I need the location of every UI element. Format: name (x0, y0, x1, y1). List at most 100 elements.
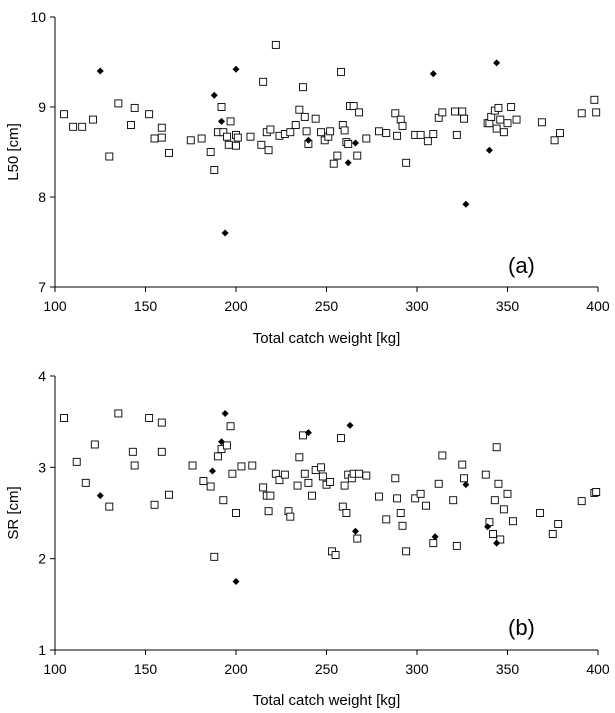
data-point-square (60, 110, 68, 119)
data-point-square (165, 490, 173, 499)
data-point-square (411, 494, 420, 503)
data-point-square (304, 478, 313, 487)
x-tick-label: 100 (43, 298, 67, 314)
data-point-square (340, 126, 349, 135)
data-point-square (264, 146, 273, 155)
data-point-square (157, 418, 166, 427)
data-point-square (257, 140, 266, 149)
data-point-square (326, 127, 335, 136)
data-point-square (337, 67, 345, 76)
data-point-square (311, 114, 320, 123)
data-point-diamond (232, 578, 240, 585)
data-point-square (130, 103, 139, 112)
data-point-square (490, 496, 499, 505)
data-point-square (317, 128, 326, 137)
data-point-square (481, 470, 490, 479)
data-point-square (246, 132, 255, 141)
data-point-square (329, 159, 338, 168)
data-point-square (300, 112, 309, 121)
data-point-square (422, 501, 430, 510)
data-point-square (402, 547, 411, 556)
data-point-square (503, 489, 512, 498)
data-point-square (232, 509, 240, 517)
data-point-square (577, 109, 586, 118)
data-point-square (72, 457, 81, 466)
data-point-square (375, 492, 383, 501)
data-point-diamond (221, 409, 229, 417)
data-point-square (362, 134, 371, 143)
data-point-diamond (493, 59, 501, 67)
data-point-square (331, 551, 340, 559)
y-tick-label: 4 (38, 368, 46, 384)
data-point-diamond (351, 139, 359, 147)
y-tick-label: 3 (38, 459, 46, 475)
data-point-square (393, 494, 402, 503)
data-point-diamond (462, 481, 470, 489)
data-point-diamond (429, 70, 437, 78)
data-point-square (507, 103, 516, 111)
data-point-diamond (210, 91, 218, 99)
data-point-square (396, 509, 405, 517)
data-point-square (266, 491, 275, 500)
data-point-square (105, 152, 114, 161)
data-point-square (416, 489, 425, 498)
y-tick-label: 1 (38, 642, 46, 658)
x-tick-label: 100 (43, 661, 67, 677)
data-point-square (286, 128, 295, 137)
chart-panel-a: 100 150 200 250 300 350 400 7 8 9 10 Total catch we… (5, 9, 610, 347)
data-point-square (295, 105, 304, 114)
data-point-square (228, 469, 237, 478)
data-point-square (217, 103, 226, 111)
data-point-square (259, 483, 268, 492)
data-point-square (496, 535, 505, 544)
chart-panel-b: 100 150 200 250 300 350 400 1 2 3 4 Total catch wei… (5, 368, 610, 709)
data-point-square (89, 115, 97, 124)
data-point-diamond (304, 136, 312, 144)
data-point-square (219, 496, 228, 505)
data-point-square (434, 479, 443, 488)
data-point-square (494, 103, 503, 112)
x-tick-label: 300 (405, 298, 429, 314)
data-point-diamond (221, 229, 229, 237)
data-point-square (248, 461, 257, 470)
y-tick-label: 7 (38, 279, 46, 295)
data-point-square (458, 107, 467, 116)
data-point-diamond (493, 539, 501, 547)
data-point-square (291, 121, 300, 129)
data-point-square (264, 507, 273, 516)
data-point-square (344, 139, 353, 148)
data-point-square (275, 476, 284, 485)
data-point-square (78, 122, 87, 131)
data-point-square (224, 140, 233, 149)
data-point-square (496, 115, 505, 124)
data-point-square (451, 107, 459, 116)
data-point-square (556, 129, 564, 138)
data-point-square (577, 497, 586, 506)
data-point-square (259, 77, 268, 86)
x-tick-label: 250 (315, 298, 339, 314)
data-point-square (349, 102, 358, 111)
data-point-square (233, 133, 242, 142)
data-point-square (280, 470, 289, 479)
data-point-square (499, 505, 508, 514)
data-point-square (508, 517, 517, 526)
data-point-square (308, 491, 316, 500)
data-point-square (391, 474, 400, 483)
data-point-diamond (96, 492, 104, 500)
data-point-square (423, 137, 432, 146)
data-point-diamond (304, 429, 312, 437)
data-point-square (503, 119, 512, 128)
y-axis-title: SR [cm] (5, 486, 22, 539)
data-point-square (226, 117, 235, 126)
data-point-diamond (96, 67, 104, 75)
data-point-square (429, 130, 438, 138)
x-tick-label: 350 (496, 298, 520, 314)
y-tick-label: 9 (38, 99, 46, 115)
data-point-square (271, 40, 280, 49)
data-point-square (150, 500, 159, 509)
data-point-square (300, 469, 309, 478)
data-point-square (416, 130, 425, 139)
data-point-square (362, 471, 371, 480)
x-tick-label: 300 (405, 661, 429, 677)
data-point-square (353, 534, 362, 543)
